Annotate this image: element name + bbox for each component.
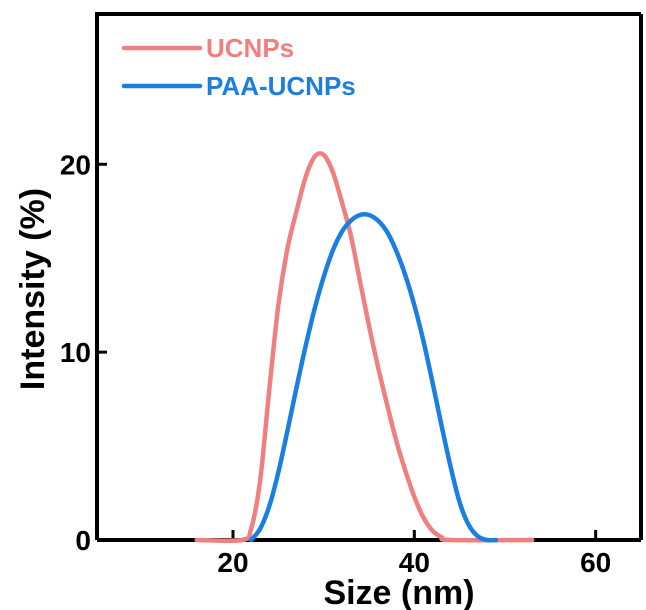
x-tick-label-20: 20 — [217, 547, 248, 578]
series-line-paa-ucnps — [248, 212, 499, 543]
y-tick-label-0: 0 — [75, 525, 91, 556]
x-tick-label-40: 40 — [399, 547, 430, 578]
y-axis-title: Intensity (%) — [14, 188, 52, 390]
series-layer — [194, 151, 535, 544]
series-line-ucnps — [194, 151, 535, 544]
legend: UCNPs PAA-UCNPs — [121, 33, 356, 101]
legend-label-paa-ucnps: PAA-UCNPs — [206, 71, 356, 101]
axes: 0 10 20 20 40 60 — [60, 12, 643, 578]
legend-label-ucnps: UCNPs — [206, 33, 294, 63]
x-axis-title: Size (nm) — [323, 574, 474, 610]
y-tick-label-10: 10 — [60, 337, 91, 368]
y-tick-label-20: 20 — [60, 149, 91, 180]
x-tick-label-60: 60 — [580, 547, 611, 578]
